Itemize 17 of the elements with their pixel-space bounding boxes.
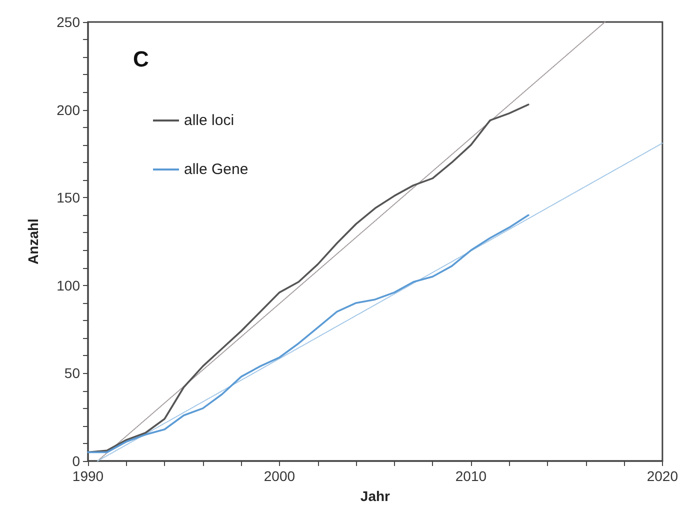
y-tick-label: 250 — [56, 14, 80, 30]
y-tick-label: 100 — [56, 277, 80, 294]
x-tick-label: 1990 — [72, 468, 104, 484]
line-series — [87, 214, 530, 454]
x-tick-label: 2010 — [455, 468, 487, 484]
y-tick-label: 200 — [56, 102, 80, 118]
line-series — [87, 104, 530, 454]
x-axis-title: Jahr — [360, 488, 391, 504]
text: C — [133, 46, 149, 72]
y-tick-label: 150 — [56, 190, 80, 206]
y-tick-label: 0 — [72, 453, 80, 469]
x-tick-label: 2000 — [264, 468, 296, 484]
legend-label: alle Gene — [184, 161, 248, 178]
y-tick-label: 50 — [64, 365, 80, 382]
x-tick-label: 2020 — [646, 468, 678, 484]
legend-label: alle loci — [184, 112, 234, 129]
y-axis-title: Anzahl — [25, 218, 41, 264]
